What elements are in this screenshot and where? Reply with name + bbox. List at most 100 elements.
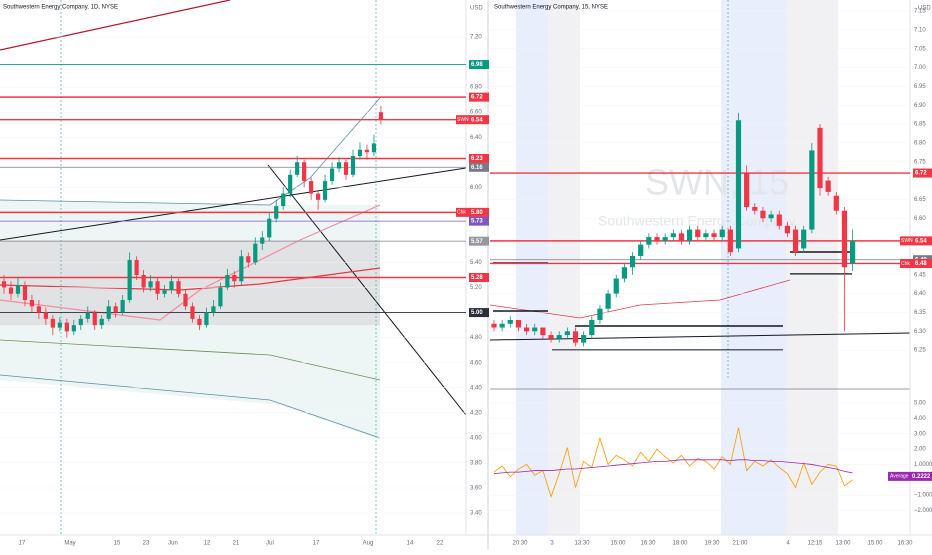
- indicator-line: [493, 459, 853, 475]
- y-tick-label: 6.65: [914, 197, 926, 203]
- y-tick-label: 3.60: [470, 486, 482, 492]
- candle-body: [703, 233, 709, 238]
- candle-body: [735, 120, 742, 249]
- candle-body: [176, 281, 181, 294]
- tag-box: [900, 236, 914, 246]
- price-tag-label: 6.72: [471, 95, 483, 101]
- x-tick-label: 15: [114, 541, 121, 547]
- y-tick-label: 6.60: [470, 110, 482, 116]
- currency: USD: [918, 6, 931, 12]
- price-tag: [913, 258, 932, 268]
- price-tag: [469, 162, 489, 172]
- candle-body: [572, 331, 579, 343]
- candle-body: [378, 112, 384, 120]
- tag-box: [900, 258, 914, 268]
- candle-body: [322, 181, 328, 200]
- candle-body: [662, 237, 668, 241]
- candle-body: [288, 174, 293, 194]
- session-band: [516, 0, 548, 535]
- y-tick-label: 6.00: [470, 185, 482, 191]
- candle-body: [371, 143, 377, 153]
- candle-body: [57, 322, 62, 328]
- y-tick-label: 6.85: [914, 122, 926, 128]
- candle-body: [64, 322, 69, 332]
- y-tick-label: 7.15: [914, 9, 926, 15]
- y-tick-label: 6.80: [914, 140, 926, 146]
- candle-body: [113, 306, 118, 313]
- y-tick-label: −2.0000: [914, 508, 932, 514]
- indicator-value: 0.2222: [912, 474, 931, 480]
- y-tick-label: 4.80: [470, 335, 482, 341]
- price-tag: [469, 216, 489, 226]
- candle-body: [687, 229, 693, 241]
- y-tick-label: 6.75: [914, 159, 926, 165]
- y-tick-label: 2.00: [914, 447, 926, 453]
- candle-body: [141, 275, 146, 288]
- candle-body: [695, 229, 701, 238]
- x-tick-label: 4: [786, 541, 790, 547]
- candle-body: [295, 162, 300, 175]
- candle-body: [760, 210, 766, 219]
- x-tick-label: 16:30: [640, 541, 656, 547]
- candle-body: [670, 233, 676, 238]
- y-tick-label: 1.0000: [914, 462, 932, 468]
- candle-body: [727, 229, 733, 253]
- candle-body: [155, 281, 160, 294]
- tag-name: Chk: [457, 210, 466, 216]
- x-tick-label: 17: [313, 541, 320, 547]
- candle-body: [127, 259, 132, 301]
- y-tick-label: 7.00: [914, 65, 926, 71]
- candle-body: [267, 218, 272, 238]
- candle-body: [50, 318, 55, 328]
- x-tick-label: 21: [233, 541, 240, 547]
- y-tick-label: 3.40: [470, 511, 482, 517]
- y-tick-label: 7.05: [914, 46, 926, 52]
- candle-body: [809, 150, 815, 230]
- y-tick-label: 5.20: [470, 285, 482, 291]
- candle-body: [204, 312, 209, 326]
- candle-body: [556, 335, 562, 339]
- tag-name: SWN: [901, 238, 913, 244]
- candle-body: [225, 275, 230, 288]
- session-band: [548, 0, 580, 535]
- candle-body: [629, 255, 636, 268]
- y-tick-label: 6.40: [470, 135, 482, 141]
- candle-body: [15, 285, 21, 294]
- candle-body: [605, 293, 611, 309]
- candle-body: [309, 181, 314, 194]
- trend-line: [0, 167, 467, 241]
- y-tick-label: 6.95: [914, 84, 926, 90]
- y-tick-label: 4.40: [470, 385, 482, 391]
- candle-body: [364, 149, 370, 153]
- price-tag: [469, 92, 489, 102]
- x-tick-label: 13:30: [574, 541, 590, 547]
- candle-body: [792, 229, 799, 253]
- candle-body: [162, 290, 167, 294]
- candle-body: [36, 306, 41, 313]
- price-tag-label: 6.23: [471, 156, 483, 162]
- tag-box: [456, 115, 470, 125]
- x-tick-label: 21:00: [732, 541, 748, 547]
- candle-body: [239, 256, 244, 282]
- candle-body: [850, 240, 856, 264]
- band-inner: [0, 240, 380, 325]
- candle-body: [336, 162, 342, 169]
- candle-body: [211, 306, 216, 313]
- candle-body: [548, 335, 554, 339]
- session-band: [786, 0, 838, 535]
- candle-body: [744, 173, 750, 207]
- channel-line: [0, 374, 381, 439]
- candle-body: [540, 327, 546, 336]
- y-tick-label: 6.25: [914, 348, 926, 354]
- indicator-line: [493, 427, 853, 498]
- candle-body: [8, 287, 14, 294]
- y-tick-label: 6.30: [914, 329, 926, 335]
- candle-body: [581, 335, 587, 343]
- x-tick-label: 16:30: [897, 541, 913, 547]
- candle-body: [597, 308, 603, 321]
- y-tick-label: 3.00: [914, 431, 926, 437]
- candle-body: [71, 325, 76, 332]
- candle-body: [343, 162, 349, 175]
- candle-body: [78, 318, 83, 326]
